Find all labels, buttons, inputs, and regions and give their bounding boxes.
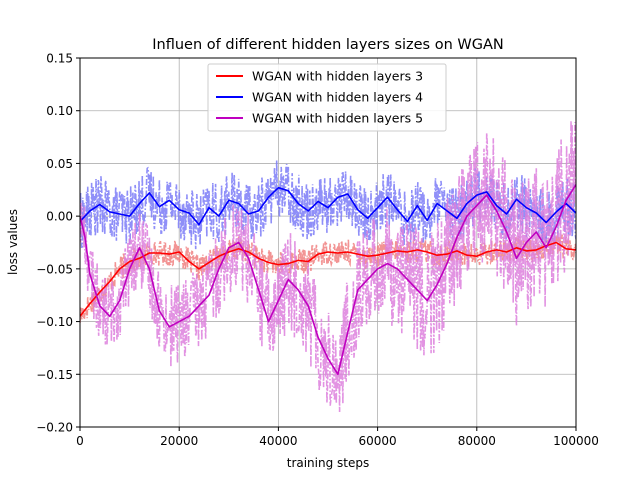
x-axis-label: training steps	[287, 456, 370, 470]
legend-entry: WGAN with hidden layers 3	[216, 69, 423, 84]
plot-frame	[79, 57, 577, 428]
raw-series-layer	[80, 120, 576, 413]
legend-label: WGAN with hidden layers 5	[252, 111, 423, 126]
smoothed-series-layer	[80, 184, 576, 376]
legend-box	[207, 63, 447, 132]
series-line	[80, 184, 576, 376]
y-tick-label: −0.05	[36, 262, 73, 276]
x-axis: 0 20000 40000 60000 80000 100000	[76, 427, 599, 448]
x-tick-label: 0	[76, 434, 84, 448]
legend-entry: WGAN with hidden layers 5	[216, 111, 423, 126]
y-axis-label: loss values	[6, 209, 20, 275]
y-tick-label: −0.15	[36, 368, 73, 382]
y-tick-label: 0.15	[46, 52, 73, 66]
y-tick-label: 0.10	[46, 104, 73, 118]
raw-series-line	[80, 120, 576, 413]
y-tick-label: −0.10	[36, 315, 73, 329]
raw-series-line	[80, 232, 576, 323]
x-tick-label: 60000	[359, 434, 397, 448]
y-axis: −0.20 −0.15 −0.10 −0.05 0.00 0.05 0.10 0.15	[36, 52, 80, 435]
legend-label: WGAN with hidden layers 4	[252, 90, 423, 105]
y-tick-label: 0.05	[46, 157, 73, 171]
legend: WGAN with hidden layers 3 WGAN with hidde…	[207, 63, 447, 132]
series-line	[80, 241, 576, 317]
x-tick-label: 40000	[259, 434, 297, 448]
x-tick-label: 20000	[160, 434, 198, 448]
x-tick-label: 80000	[458, 434, 496, 448]
x-tick-label: 100000	[553, 434, 599, 448]
y-tick-label: 0.00	[46, 210, 73, 224]
legend-label: WGAN with hidden layers 3	[252, 69, 423, 84]
legend-entry: WGAN with hidden layers 4	[216, 90, 423, 105]
series-line	[80, 186, 576, 226]
chart-title: Influen of different hidden layers sizes…	[152, 37, 503, 53]
legend-items: WGAN with hidden layers 3 WGAN with hidde…	[216, 69, 423, 126]
y-tick-label: −0.20	[36, 421, 73, 435]
